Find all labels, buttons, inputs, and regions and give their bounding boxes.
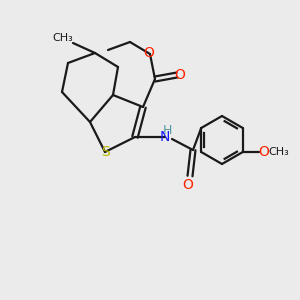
Text: S: S [100, 145, 109, 159]
Text: O: O [144, 46, 154, 60]
Text: O: O [175, 68, 185, 82]
Text: N: N [160, 130, 170, 144]
Text: CH₃: CH₃ [52, 33, 74, 43]
Text: H: H [162, 124, 172, 136]
Text: O: O [183, 178, 194, 192]
Text: O: O [258, 145, 269, 159]
Text: CH₃: CH₃ [268, 147, 289, 157]
